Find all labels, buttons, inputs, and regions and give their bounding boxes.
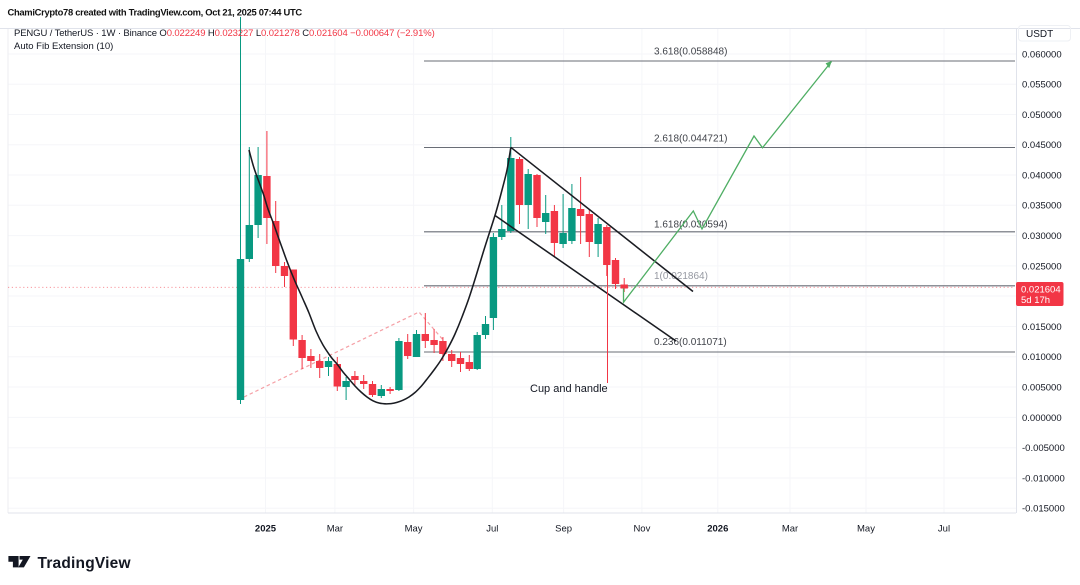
svg-text:0.045000: 0.045000	[1022, 140, 1062, 151]
svg-text:Auto Fib Extension (10): Auto Fib Extension (10)	[14, 41, 113, 52]
svg-text:0.055000: 0.055000	[1022, 80, 1062, 91]
svg-text:0.021604: 0.021604	[1021, 285, 1061, 296]
svg-text:5d 17h: 5d 17h	[1021, 295, 1050, 306]
svg-text:0.010000: 0.010000	[1022, 352, 1062, 363]
svg-text:-0.005000: -0.005000	[1022, 443, 1065, 454]
svg-text:2026: 2026	[707, 524, 728, 535]
svg-text:Cup and handle: Cup and handle	[530, 383, 608, 395]
svg-text:0.050000: 0.050000	[1022, 110, 1062, 121]
svg-text:Mar: Mar	[327, 524, 343, 535]
svg-text:Jul: Jul	[486, 524, 498, 535]
svg-text:-0.015000: -0.015000	[1022, 504, 1065, 515]
svg-text:2025: 2025	[255, 524, 277, 535]
svg-text:3.618(0.058848): 3.618(0.058848)	[654, 47, 727, 58]
svg-text:0.040000: 0.040000	[1022, 170, 1062, 181]
svg-text:TradingView: TradingView	[38, 555, 132, 572]
svg-text:0.030000: 0.030000	[1022, 231, 1062, 242]
svg-text:0.005000: 0.005000	[1022, 382, 1062, 393]
svg-text:0.000000: 0.000000	[1022, 413, 1062, 424]
svg-text:Mar: Mar	[782, 524, 798, 535]
svg-text:0.035000: 0.035000	[1022, 201, 1062, 212]
svg-text:ChamiCrypto78 created with Tra: ChamiCrypto78 created with TradingView.c…	[8, 7, 303, 18]
svg-text:-0.010000: -0.010000	[1022, 473, 1065, 484]
svg-text:1.618(0.030594): 1.618(0.030594)	[654, 220, 727, 231]
svg-text:1(0.021864): 1(0.021864)	[654, 271, 708, 282]
svg-text:Jul: Jul	[938, 524, 950, 535]
svg-text:May: May	[857, 524, 875, 535]
svg-text:USDT: USDT	[1026, 29, 1053, 40]
svg-text:PENGU / TetherUS · 1W · Binanc: PENGU / TetherUS · 1W · Binance O0.02224…	[14, 28, 435, 39]
svg-text:Nov: Nov	[633, 524, 650, 535]
svg-text:0.015000: 0.015000	[1022, 322, 1062, 333]
svg-text:0.025000: 0.025000	[1022, 261, 1062, 272]
svg-text:May: May	[405, 524, 423, 535]
svg-text:2.618(0.044721): 2.618(0.044721)	[654, 134, 727, 145]
svg-text:0.060000: 0.060000	[1022, 49, 1062, 60]
svg-text:0.236(0.011071): 0.236(0.011071)	[654, 337, 727, 348]
svg-text:Sep: Sep	[555, 524, 572, 535]
